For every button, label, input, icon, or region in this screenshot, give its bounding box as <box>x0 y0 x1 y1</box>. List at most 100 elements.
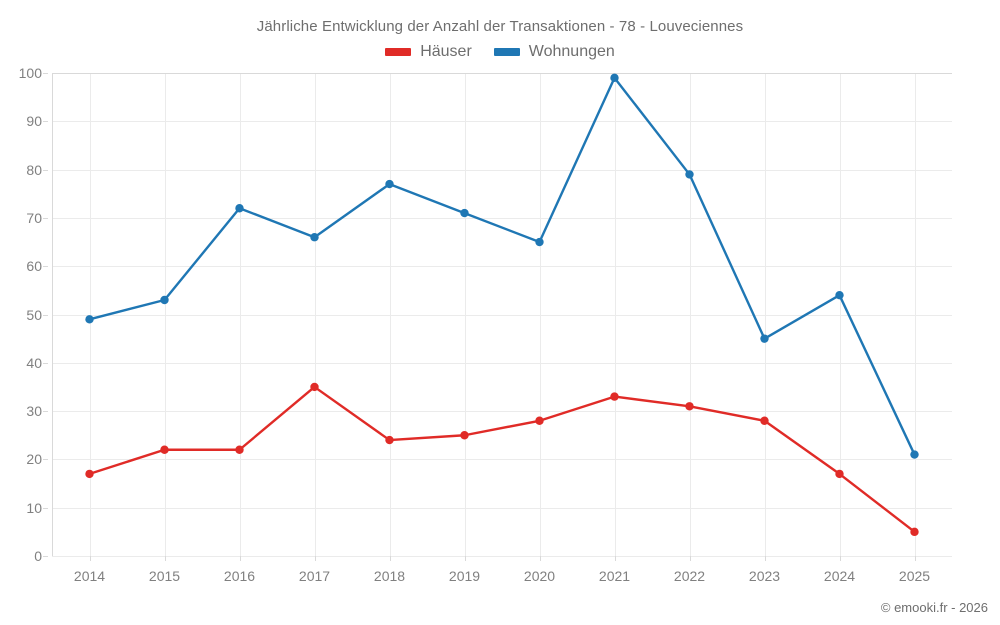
data-point[interactable]: Wohnungen 2017: 66 <box>310 233 319 242</box>
x-tick-mark <box>464 556 466 561</box>
data-point[interactable]: Wohnungen 2023: 45 <box>760 334 769 343</box>
gridline-horizontal <box>52 362 952 364</box>
gridline-horizontal <box>52 314 952 316</box>
x-tick-mark <box>914 556 916 561</box>
plot-area: Häuser 2014: 17 Häuser 2015: 22 Häuser 201… <box>52 73 952 557</box>
data-point[interactable]: Häuser 2025: 5 <box>910 527 919 537</box>
y-axis: 0 10 20 30 40 50 60 70 80 90 100 <box>0 65 48 564</box>
y-tick-label: 70 <box>26 209 42 226</box>
data-point[interactable]: Häuser 2024: 17 <box>835 469 844 479</box>
x-tick-label: 2021 <box>598 568 631 584</box>
gridline-vertical <box>89 73 91 556</box>
y-tick-label: 10 <box>26 499 42 516</box>
axis-spine-left <box>52 73 53 556</box>
y-tick-mark <box>43 507 48 509</box>
y-tick-mark <box>43 73 48 74</box>
y-tick-label: 0 <box>34 548 42 564</box>
gridline-vertical <box>164 73 166 556</box>
y-tick-mark <box>43 556 48 557</box>
x-tick-mark <box>314 556 316 561</box>
x-axis: 2014 2015 2016 2017 2018 2019 2020 2021 2022 2023… <box>52 556 952 586</box>
gridline-horizontal <box>52 411 952 413</box>
gridline-horizontal <box>52 507 952 509</box>
gridline-vertical <box>389 73 391 556</box>
y-tick-label: 60 <box>26 258 42 275</box>
gridline-horizontal <box>52 556 952 557</box>
data-point[interactable]: Wohnungen 2021: 99 <box>610 73 619 83</box>
axis-spine-top <box>52 73 952 74</box>
y-tick-mark <box>43 314 48 316</box>
x-tick-mark <box>164 556 166 561</box>
x-tick-mark <box>239 556 241 561</box>
gridline-horizontal <box>52 459 952 461</box>
y-tick-label: 90 <box>26 113 42 130</box>
x-tick-mark <box>764 556 766 561</box>
y-tick-label: 20 <box>26 451 42 468</box>
x-tick-mark <box>689 556 691 561</box>
x-tick-label: 2024 <box>823 568 856 584</box>
data-point[interactable]: Wohnungen 2024: 54 <box>835 290 844 300</box>
gridline-horizontal <box>52 169 952 171</box>
series-line-wohnungen <box>88 76 916 456</box>
x-tick-label: 2015 <box>148 568 181 584</box>
footer-credit: © emooki.fr - 2026 <box>880 600 988 615</box>
data-point[interactable]: Wohnungen 2015: 53 <box>160 295 169 305</box>
y-tick-label: 40 <box>26 354 42 371</box>
gridline-vertical <box>464 73 466 556</box>
data-point[interactable]: Wohnungen 2018: 77 <box>385 179 394 189</box>
y-tick-mark <box>43 217 48 219</box>
data-point[interactable]: Häuser 2023: 28 <box>760 416 769 425</box>
series-layer: Häuser 2014: 17 Häuser 2015: 22 Häuser 201… <box>85 73 919 537</box>
data-point[interactable]: Wohnungen 2016: 72 <box>235 204 244 213</box>
chart-title: Jährliche Entwicklung der Anzahl der Tra… <box>256 18 744 35</box>
data-point[interactable]: Wohnungen 2014: 49 <box>85 315 94 324</box>
legend-label-wohnungen: Wohnungen <box>528 43 615 60</box>
x-tick-label: 2017 <box>298 568 331 584</box>
gridline-horizontal <box>52 121 952 123</box>
y-tick-label: 30 <box>26 403 42 420</box>
gridline-vertical <box>239 73 241 556</box>
data-point[interactable]: Wohnungen 2019: 71 <box>460 208 469 218</box>
y-tick-mark <box>43 411 48 413</box>
gridline-vertical <box>764 73 766 556</box>
data-point[interactable]: Häuser 2018: 24 <box>385 435 394 445</box>
x-tick-label: 2014 <box>73 568 106 584</box>
x-tick-label: 2020 <box>523 568 556 584</box>
gridline-vertical <box>689 73 691 556</box>
x-tick-label: 2023 <box>748 568 781 584</box>
chart-legend: Häuser Wohnungen <box>0 43 1000 61</box>
legend-item-wohnungen[interactable]: Wohnungen <box>493 43 615 61</box>
data-point[interactable]: Wohnungen 2020: 65 <box>535 237 544 247</box>
y-tick-label: 100 <box>18 65 42 81</box>
gridline-vertical <box>914 73 916 556</box>
x-tick-label: 2019 <box>448 568 481 584</box>
data-point[interactable]: Wohnungen 2022: 79 <box>685 170 694 179</box>
data-point[interactable]: Häuser 2022: 31 <box>685 402 694 411</box>
x-tick-mark <box>839 556 841 561</box>
x-tick-mark <box>614 556 616 561</box>
data-point[interactable]: Häuser 2017: 35 <box>310 382 319 392</box>
data-point[interactable]: Häuser 2014: 17 <box>85 469 94 479</box>
x-tick-label: 2022 <box>673 568 706 584</box>
data-point[interactable]: Häuser 2016: 22 <box>235 445 244 454</box>
data-point[interactable]: Häuser 2020: 28 <box>535 416 544 425</box>
gridline-horizontal <box>52 217 952 219</box>
x-tick-label: 2018 <box>373 568 406 584</box>
data-point[interactable]: Häuser 2021: 33 <box>610 392 619 401</box>
y-tick-mark <box>43 266 48 268</box>
y-tick-mark <box>43 362 48 364</box>
series-line-häuser <box>88 385 916 534</box>
data-point[interactable]: Häuser 2019: 25 <box>460 431 469 440</box>
y-tick-mark <box>43 121 48 123</box>
y-tick-label: 80 <box>26 161 42 178</box>
data-point[interactable]: Wohnungen 2025: 21 <box>910 450 919 459</box>
x-tick-mark <box>89 556 91 561</box>
gridline-horizontal <box>52 266 952 268</box>
gridline-vertical <box>539 73 541 556</box>
gridline-vertical <box>314 73 316 556</box>
gridline-vertical <box>614 73 616 556</box>
legend-item-hauser[interactable]: Häuser <box>385 43 472 61</box>
x-tick-mark <box>389 556 391 561</box>
data-point[interactable]: Häuser 2015: 22 <box>160 445 169 454</box>
